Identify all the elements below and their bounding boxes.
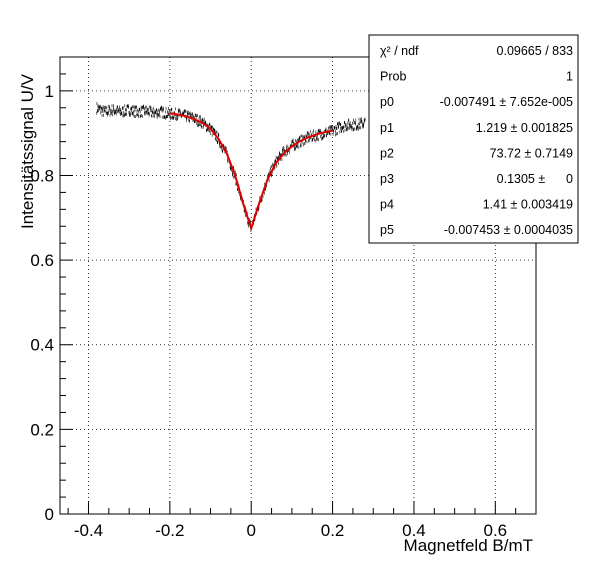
y-axis-title: Intensitätssignal U/V xyxy=(18,73,37,229)
data-points xyxy=(96,101,366,232)
stats-label: p2 xyxy=(380,146,394,160)
stats-value: 1.219 ± 0.001825 xyxy=(476,121,573,135)
tick-labels: -0.4 -0.2 0 0.2 0.4 0.6 0 0.2 0.4 0.6 0.8 1 xyxy=(30,82,507,540)
stats-label: p1 xyxy=(380,121,394,135)
stats-label: χ² / ndf xyxy=(380,44,419,58)
plot-frame xyxy=(59,56,537,515)
stats-label: p5 xyxy=(380,223,394,237)
stats-value: 1 xyxy=(566,70,573,84)
y-tick-label: 0.4 xyxy=(30,336,54,355)
stats-label: p0 xyxy=(380,95,394,109)
x-tick-label: 0.6 xyxy=(483,521,507,540)
stats-label: p3 xyxy=(380,172,394,186)
y-tick-label: 0 xyxy=(45,505,54,524)
fit-stats-box: χ² / ndf 0.09665 / 833 Prob 1 p0 -0.007491 ± … xyxy=(368,34,579,244)
stats-value: 0.1305 ± 0 xyxy=(497,172,573,186)
stats-label: Prob xyxy=(380,70,406,84)
x-tick-label: 0.4 xyxy=(402,521,426,540)
stats-value: 1.41 ± 0.003419 xyxy=(483,198,573,212)
stats-box-frame xyxy=(368,34,579,244)
y-tick-label: 0.2 xyxy=(30,420,54,439)
x-tick-label: -0.2 xyxy=(155,521,184,540)
stats-value: 0.09665 / 833 xyxy=(497,44,574,58)
x-tick-label: 0.2 xyxy=(321,521,345,540)
x-tick-label: 0 xyxy=(246,521,255,540)
y-tick-label: 0.6 xyxy=(30,251,54,270)
axis-ticks xyxy=(60,56,537,515)
fit-curve xyxy=(169,112,333,232)
y-tick-label: 1 xyxy=(45,82,54,101)
stats-label: p4 xyxy=(380,198,394,212)
x-tick-label: -0.4 xyxy=(74,521,103,540)
stats-rows: χ² / ndf 0.09665 / 833 Prob 1 p0 -0.007491 ± … xyxy=(380,44,573,237)
stats-value: 73.72 ± 0.7149 xyxy=(490,146,573,160)
stats-value: -0.007453 ± 0.0004035 xyxy=(444,223,573,237)
y-tick-label: 0.8 xyxy=(30,166,54,185)
x-axis-title: Magnetfeld B/mT xyxy=(404,536,533,555)
stats-value: -0.007491 ± 7.652e-005 xyxy=(440,95,573,109)
